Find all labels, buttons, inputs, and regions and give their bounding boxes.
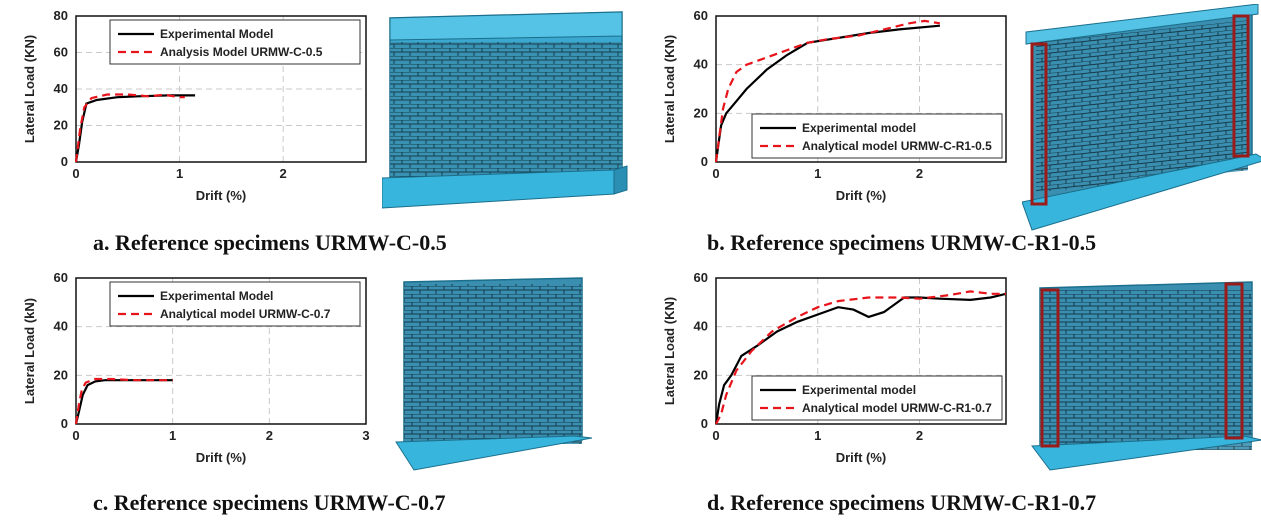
series-line-experimental: [714, 24, 940, 163]
x-tick-label: 1: [169, 428, 176, 443]
series-line-analytical: [715, 290, 1006, 425]
series-line-experimental: [714, 292, 1007, 425]
caption-c: c. Reference specimens URMW-C-0.7: [93, 490, 446, 515]
wall-model-b: [1022, 4, 1261, 231]
y-tick-label: 0: [701, 154, 708, 169]
y-tick-label: 20: [54, 118, 68, 133]
panel-a: 0 1 2 0 20 40 60 80 Drift (%) Lateral Load (KN) Ex…: [0, 0, 630, 258]
x-tick-label: 0: [712, 428, 719, 443]
y-tick-label: 40: [54, 319, 68, 334]
legend-entry: Analytical model URMW-C-R1-0.5: [802, 139, 992, 153]
plot-frame: [715, 15, 1007, 163]
y-axis-label: Lateral Load (kN): [22, 298, 37, 404]
legend-entry: Experimental Model: [160, 289, 273, 303]
y-tick-label: 0: [61, 416, 68, 431]
legend-box: [109, 281, 361, 327]
legend-entry: Analysis Model URMW-C-0.5: [160, 45, 323, 59]
y-tick-label: 40: [694, 319, 708, 334]
y-tick-label: 40: [694, 57, 708, 72]
legend-entry: Experimental model: [802, 121, 916, 135]
x-tick-label: 2: [916, 428, 923, 443]
chart-c: 0 1 2 3 0 20 40 60 Drift (%) Lateral Load (kN) Exp…: [22, 270, 370, 465]
x-axis-label: Drift (%): [836, 188, 887, 203]
legend: Experimental model Analytical model URMW-…: [751, 375, 1003, 421]
panel-d: 0 1 2 0 20 40 60 Drift (%) Lateral Load (KN) Expe…: [640, 262, 1261, 520]
x-tick-label: 1: [176, 166, 183, 181]
legend: Experimental Model Analysis Model URMW-C-…: [109, 19, 361, 65]
x-tick-label: 2: [916, 166, 923, 181]
y-tick-label: 60: [54, 270, 68, 285]
x-axis-label: Drift (%): [836, 450, 887, 465]
x-tick-label: 1: [814, 166, 821, 181]
series-line-analytical: [74, 377, 173, 425]
legend-entry: Experimental model: [802, 383, 916, 397]
legend-box: [751, 113, 1003, 159]
y-axis-label: Lateral Load (KN): [662, 297, 677, 405]
caption-b: b. Reference specimens URMW-C-R1-0.5: [707, 230, 1097, 255]
y-tick-label: 20: [54, 367, 68, 382]
x-tick-label: 0: [72, 428, 79, 443]
x-tick-label: 2: [266, 428, 273, 443]
plot-frame: [75, 277, 367, 425]
y-tick-label: 80: [54, 8, 68, 23]
y-tick-label: 0: [701, 416, 708, 431]
y-tick-label: 60: [694, 8, 708, 23]
series-line-experimental: [74, 94, 196, 163]
x-tick-label: 1: [814, 428, 821, 443]
caption-a: a. Reference specimens URMW-C-0.5: [93, 230, 447, 255]
x-axis-label: Drift (%): [196, 450, 247, 465]
y-tick-label: 20: [694, 105, 708, 120]
x-axis-label: Drift (%): [196, 188, 247, 203]
x-tick-label: 0: [712, 166, 719, 181]
panel-c: 0 1 2 3 0 20 40 60 Drift (%) Lateral Load (kN) Exp…: [0, 262, 630, 520]
series-line-analytical: [74, 93, 185, 163]
x-tick-label: 2: [280, 166, 287, 181]
panel-b: 0 1 2 0 20 40 60 Drift (%) Lateral Load (KN) Expe…: [640, 0, 1261, 258]
plot-frame: [75, 15, 367, 163]
plot-frame: [715, 277, 1007, 425]
wall-model-c: [395, 277, 593, 471]
legend-box: [109, 19, 361, 65]
wall-model-d: [1031, 281, 1261, 471]
series-line-experimental: [74, 379, 173, 425]
y-tick-label: 40: [54, 81, 68, 96]
y-tick-label: 60: [694, 270, 708, 285]
legend-box: [751, 375, 1003, 421]
caption-d: d. Reference specimens URMW-C-R1-0.7: [707, 490, 1097, 515]
legend: Experimental model Analytical model URMW-…: [751, 113, 1003, 159]
wall-model-a: [382, 11, 628, 209]
y-axis-label: Lateral Load (KN): [22, 35, 37, 143]
legend-entry: Experimental Model: [160, 27, 273, 41]
legend: Experimental Model Analytical model URMW-…: [109, 281, 361, 327]
x-tick-label: 0: [72, 166, 79, 181]
legend-entry: Analytical model URMW-C-R1-0.7: [802, 401, 992, 415]
series-line-analytical: [714, 19, 941, 163]
y-tick-label: 0: [61, 154, 68, 169]
y-tick-label: 20: [694, 367, 708, 382]
y-tick-label: 60: [54, 45, 68, 60]
y-axis-label: Lateral Load (KN): [662, 35, 677, 143]
legend-entry: Analytical model URMW-C-0.7: [160, 307, 331, 321]
x-tick-label: 3: [362, 428, 369, 443]
